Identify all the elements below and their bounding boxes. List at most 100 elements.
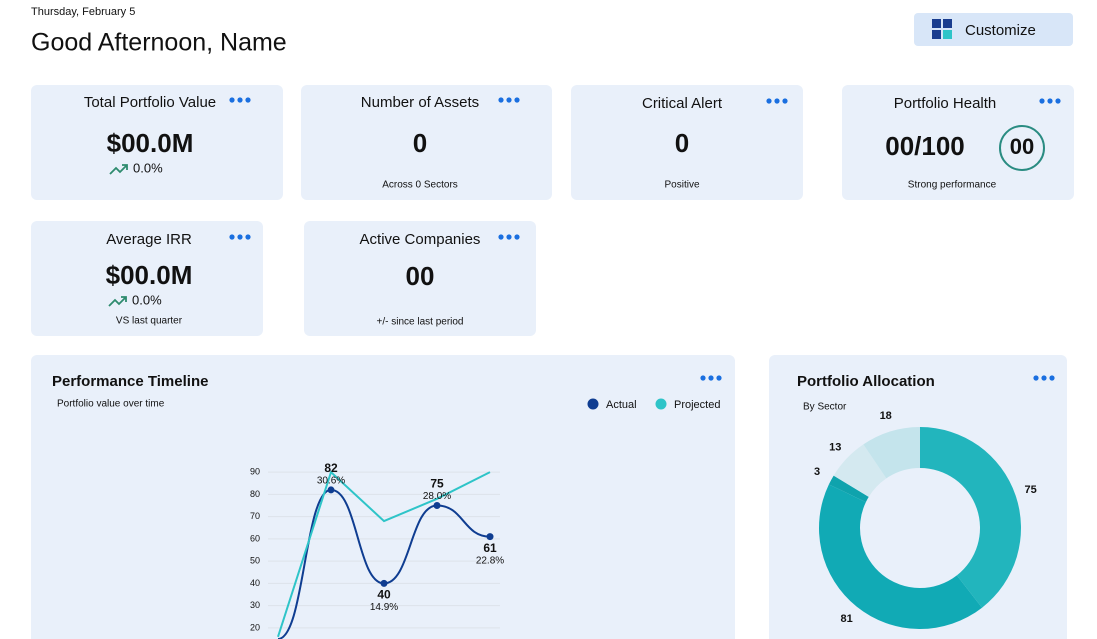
card-title: Average IRR [106,231,192,248]
card [571,85,803,200]
data-label: 18 [880,410,892,422]
more-dot[interactable] [229,234,235,240]
point [380,579,388,587]
more-menu[interactable] [700,375,722,381]
card-note: Strong performance [908,180,997,191]
trend-icon [109,164,128,175]
card-value: 0 [675,128,689,158]
data-annotation: 28.0% [423,491,451,502]
badge-ring [999,125,1045,171]
icon [943,19,952,28]
point [433,502,441,509]
more-menu[interactable] [1033,375,1055,381]
card-value: 0 [413,128,427,158]
card-note: Positive [664,180,699,191]
dot[interactable] [708,375,714,381]
more-dot[interactable] [498,234,504,240]
data-label: 61 [483,541,497,555]
y-tick-label: 80 [250,489,260,499]
icon [943,30,952,39]
button-label[interactable]: Customize [965,22,1036,39]
date: Thursday, February 5 [31,6,135,18]
more-dot[interactable] [245,234,251,240]
data-annotation: 14.9% [370,602,398,613]
more-dot[interactable] [229,97,235,103]
card-change: 0.0% [133,160,163,175]
data-annotation: 22.8% [476,555,504,566]
legend-swatch [655,398,667,410]
card-title: Total Portfolio Value [84,94,216,111]
dot[interactable] [716,375,722,381]
card-note: Across 0 Sectors [382,180,458,191]
trend-icon [108,296,127,307]
more-dot[interactable] [1039,98,1045,104]
card-value: 00 [406,261,435,291]
icon [932,19,941,28]
data-label: 81 [840,613,852,625]
data-label: 40 [377,588,391,602]
card [301,85,552,200]
more-dot[interactable] [237,234,243,240]
more-dot[interactable] [498,97,504,103]
more-dot[interactable] [766,98,772,104]
data-label: 75 [430,477,444,491]
customize-button[interactable]: Customize [914,13,1073,46]
donut-segment [818,484,983,629]
more-dot[interactable] [1047,98,1053,104]
series-line [277,470,491,638]
more-dot[interactable] [245,97,251,103]
donut-segment [833,444,887,497]
button-bg[interactable] [914,13,1073,46]
more-dot[interactable] [237,97,243,103]
card [31,85,283,200]
y-tick-label: 20 [250,622,260,632]
card-value: $00.0M [107,128,194,158]
card-title: Portfolio Health [894,95,997,112]
more-dot[interactable] [1055,98,1061,104]
card [304,221,536,336]
more-dot[interactable] [514,234,520,240]
y-tick-label: 90 [250,467,260,477]
y-tick-label: 30 [250,600,260,610]
more-dot[interactable] [506,97,512,103]
donut-segment [920,427,1022,608]
point [327,486,335,494]
badge-value: 00 [1010,134,1034,159]
data-label: 75 [1025,484,1037,496]
dot[interactable] [700,375,706,381]
card-change: 0.0% [132,292,162,307]
line-card [31,355,735,639]
data-label: 82 [324,461,338,475]
donut-segment [828,475,869,503]
card [31,221,263,336]
legend-swatch [587,398,599,410]
card [842,85,1074,200]
y-tick-label: 60 [250,533,260,543]
data-label: 13 [829,441,841,453]
card-note: VS last quarter [116,316,183,327]
chart-title: Portfolio Allocation [797,373,935,390]
card-title: Critical Alert [642,95,723,112]
more-dot[interactable] [506,234,512,240]
dot[interactable] [1033,375,1039,381]
card-title: Number of Assets [361,94,479,111]
chart-subtitle: By Sector [803,402,847,413]
card-title: Active Companies [360,231,481,248]
legend-label: Actual [606,399,637,411]
legend-label: Projected [674,399,720,411]
more-dot[interactable] [774,98,780,104]
icon [932,30,941,39]
more-dot[interactable] [782,98,788,104]
chart-subtitle: Portfolio value over time [57,399,165,410]
dot[interactable] [1041,375,1047,381]
card-value: 00/100 [885,131,965,161]
dot[interactable] [1049,375,1055,381]
more-dot[interactable] [514,97,520,103]
y-tick-label: 70 [250,511,260,521]
y-tick-label: 50 [250,556,260,566]
card-note: +/- since last period [377,317,464,328]
donut-segment [863,427,920,479]
y-tick-label: 40 [250,578,260,588]
data-label: 3 [814,466,820,478]
